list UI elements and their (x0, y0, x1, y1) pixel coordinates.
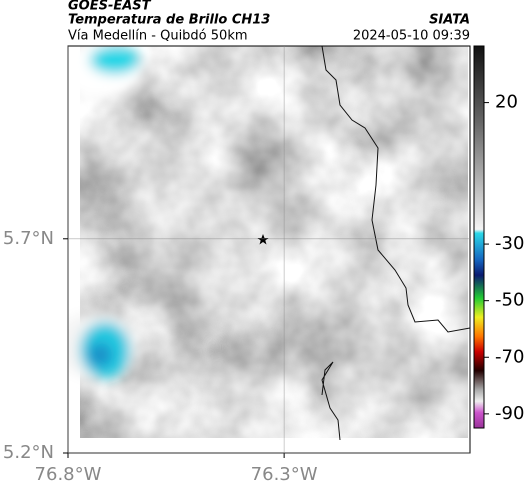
y-tick-label: 5.7°N (3, 228, 54, 249)
colorbar (473, 45, 485, 429)
imagery (68, 46, 470, 441)
cold-tops (68, 46, 145, 378)
colorbar-tick-label: -70 (495, 346, 524, 367)
border (321, 46, 470, 441)
colorbar-tick-label: 20 (495, 92, 518, 113)
colorbar-tick-label: -30 (495, 233, 524, 254)
station-marker (257, 234, 269, 245)
x-tick-label: 76.8°W (35, 464, 102, 485)
cloud-field (80, 46, 468, 438)
source: SIATA (429, 13, 470, 28)
title: GOES-EAST (68, 0, 152, 14)
x-tick-label: 76.3°W (251, 464, 318, 485)
y-tick-label: 5.2°N (3, 442, 54, 463)
colorbar-tick-label: -50 (495, 290, 524, 311)
colorbar-tick-label: -90 (495, 403, 524, 424)
route: Vía Medellín - Quibdó 50km (68, 29, 248, 44)
subtitle: Temperatura de Brillo CH13 (68, 13, 270, 28)
timestamp: 2024-05-10 09:39 (353, 29, 470, 44)
